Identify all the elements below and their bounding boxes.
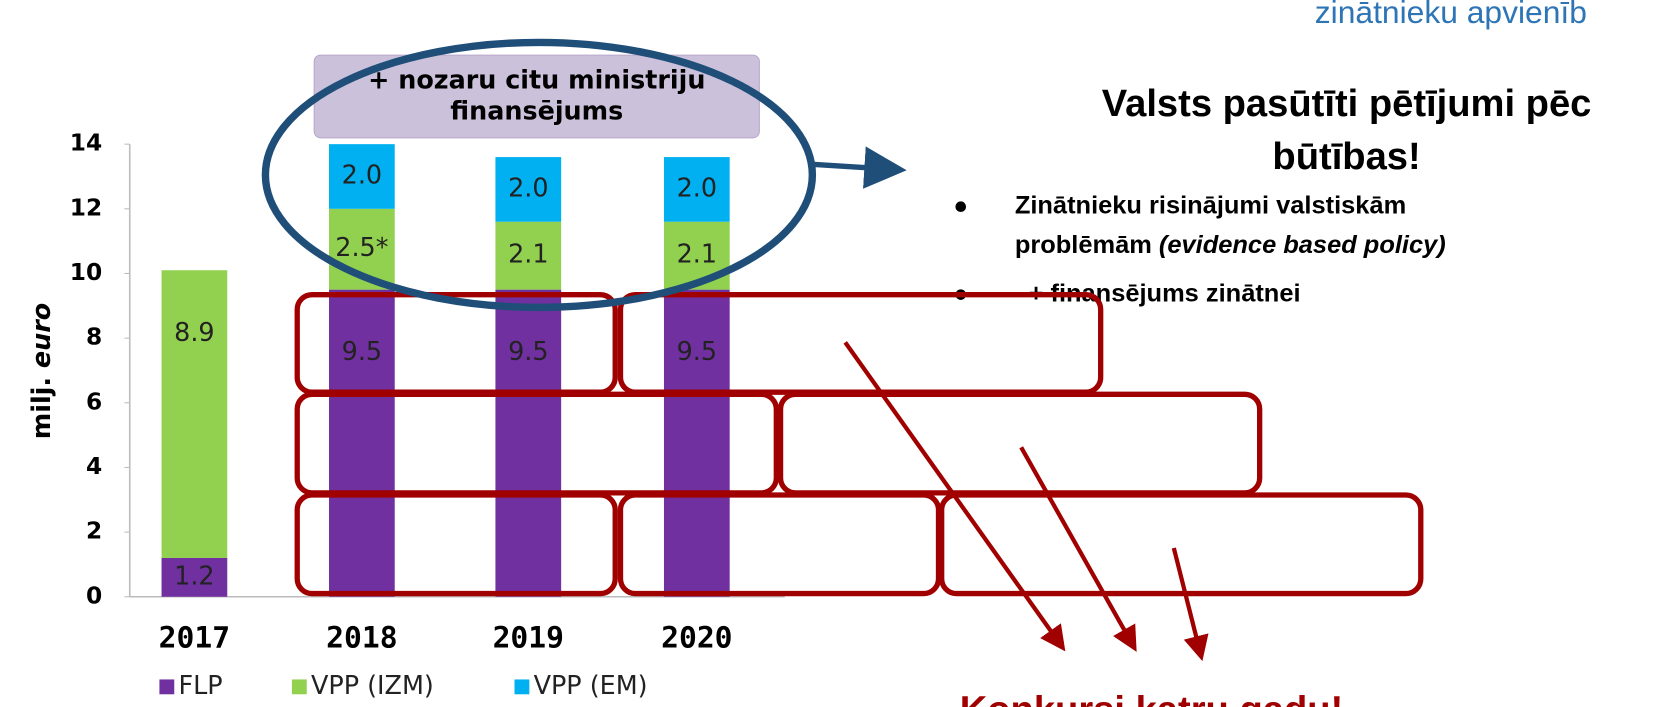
box [294,492,618,597]
value-label: 2.0 [342,159,382,189]
bar-segment [495,289,562,597]
plot: 0 2 4 6 8 10 12 14 2017 1.2 8.9 2018 9.5 2.5* 2.0 2019 9… [70,130,785,700]
bullet-text: Zinātnieku risinājumi valstiskām [1015,191,1406,219]
value-label: 2.1 [677,239,717,269]
legend-swatch [159,679,175,695]
y-tick-label: 8 [86,324,102,351]
bar-segment [161,557,228,597]
value-label: 8.9 [174,317,214,347]
bar-segment [329,289,395,597]
bar-segment [495,157,562,222]
value-label: 1.2 [174,560,214,590]
y-tick-label: 6 [86,388,102,415]
panel-title: Valsts pasūtīti pētījumi pēc [1102,82,1592,125]
highlight-ellipse [261,38,817,312]
overlays [261,38,1424,662]
value-label: 2.0 [677,172,717,202]
bar-segment [663,157,730,222]
y-tick-label: 10 [70,259,102,286]
arrow [812,146,907,189]
legend-swatch [291,679,307,695]
legend-label: VPP (EM) [534,670,648,700]
y-tick-label: 2 [86,518,102,545]
value-label: 9.5 [342,336,382,366]
legend-swatch [514,679,530,695]
bar-segment [161,270,228,558]
y-tick-label: 14 [70,130,102,157]
bar-segment [495,221,562,290]
arrow [843,341,1066,652]
callout-text: + nozaru citu ministriju [368,65,705,95]
y-tick-label: 12 [70,194,102,221]
y-tick-label: 0 [86,582,102,609]
org-name: zinātnieku apvienīb [1315,0,1587,30]
bullet-text: problēmām [1015,231,1152,259]
bullet-text: problēmām (evidence based policy) [1015,231,1446,259]
x-tick-label: 2018 [326,620,397,655]
y-tick-label: 4 [86,453,102,480]
value-label: 9.5 [508,336,548,366]
bar-segment [663,289,730,597]
value-label: 2.5* [335,232,388,262]
bullet-dot [955,201,967,212]
y-axis-label-italic: euro [26,303,56,368]
arrow [1171,547,1209,662]
y-axis-label: milj. [26,377,56,439]
panel-title: būtības! [1272,135,1420,178]
x-tick-label: 2017 [159,620,230,655]
value-label: 2.0 [508,172,548,202]
bar-segment [329,144,395,209]
footer-text: Konkursi katru gadu! [960,688,1344,707]
box [939,492,1424,597]
bullet-italic: (evidence based policy) [1159,231,1446,259]
callout-text: finansējums [450,95,623,125]
box [617,492,942,597]
arrow [1019,446,1137,652]
legend-label: VPP (IZM) [311,670,434,700]
box [777,391,1263,496]
value-label: 9.5 [677,336,717,366]
legend-label: FLP [178,670,222,700]
x-tick-label: 2019 [493,620,564,655]
value-label: 2.1 [508,239,548,269]
x-tick-label: 2020 [661,620,732,655]
y-axis-label: milj. euro [26,303,56,440]
